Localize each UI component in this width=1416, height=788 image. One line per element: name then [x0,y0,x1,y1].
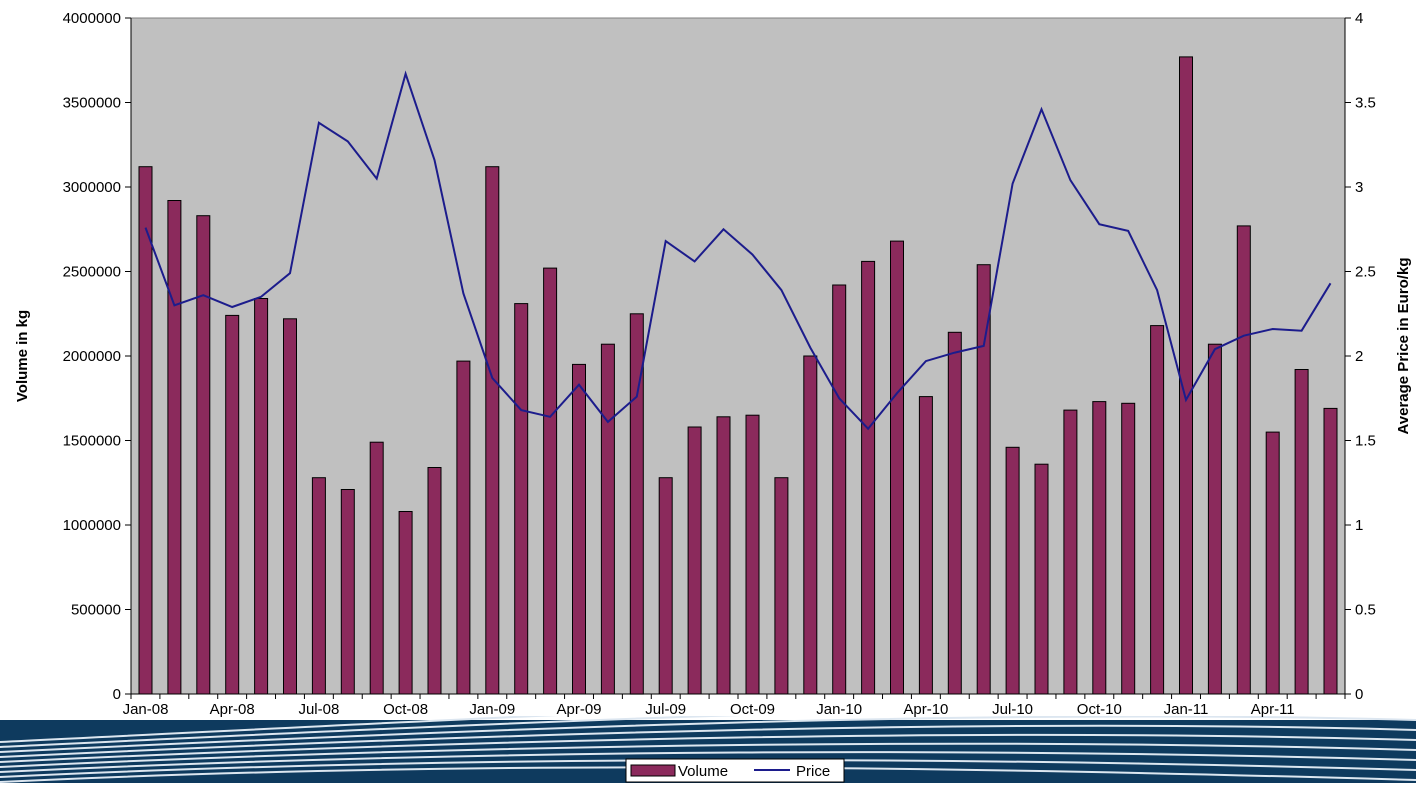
volume-bar-Sep-09 [716,416,731,695]
y2-tick-label: 0 [1355,686,1363,703]
legend-label-volume: Volume [678,763,728,780]
y-tick-label: 500000 [71,602,121,619]
y2-tick-label: 3.5 [1355,95,1376,112]
volume-bar-Feb-10 [861,260,876,695]
y-tick-label: 2000000 [63,348,121,365]
y-tick-label: 3000000 [63,179,121,196]
volume-bar-Sep-10 [1063,409,1078,695]
volume-bar-Jan-09 [485,166,500,695]
y2-tick-label: 4 [1355,10,1363,27]
volume-bar-Nov-09 [774,477,789,695]
x-tick-label: Jul-08 [298,701,339,718]
plot-area [130,17,1346,695]
volume-bar-Mar-09 [543,267,558,695]
x-tick-label: Jul-10 [992,701,1033,718]
y2-tick-label: 1 [1355,517,1363,534]
x-tick-label: Apr-08 [210,701,255,718]
volume-bar-Apr-11 [1265,431,1280,695]
volume-bar-Mar-11 [1236,225,1251,695]
x-tick-label: Jan-11 [1164,701,1209,718]
legend: Volume Price [625,758,845,783]
volume-bar-Apr-08 [225,314,240,695]
volume-bar-Oct-09 [745,414,760,695]
volume-bar-May-10 [947,331,962,695]
y2-tick-label: 0.5 [1355,602,1376,619]
y-tick-label: 0 [113,686,121,703]
y2-tick-label: 1.5 [1355,433,1376,450]
y-tick-label: 4000000 [63,10,121,27]
swoosh-stripe [0,733,1416,763]
x-tick-label: Jan-08 [123,701,169,718]
y-tick-label: 2500000 [63,264,121,281]
y2-tick-label: 2 [1355,348,1363,365]
volume-bar-Jul-10 [1005,446,1020,695]
x-tick-label: Jul-09 [645,701,686,718]
volume-bar-Mar-10 [890,240,904,695]
y-axis-title: Volume in kg [14,310,31,402]
volume-bar-Oct-10 [1092,401,1107,695]
volume-bar-Jun-08 [283,318,297,695]
legend-box [625,758,845,783]
x-tick-label: Apr-11 [1251,701,1295,718]
volume-bar-Aug-09 [687,426,702,695]
volume-bar-Nov-10 [1121,402,1136,695]
x-tick-label: Apr-09 [556,701,601,718]
swoosh-stripe [0,751,1416,773]
volume-bar-Jun-11 [1323,407,1338,695]
y-tick-label: 1000000 [63,517,121,534]
swoosh-stripe [0,742,1416,768]
legend-label-price: Price [796,763,830,780]
swoosh-stripe [0,715,1416,753]
tick-labels: 0 500000 1000000 1500000 2000000 2500000 30000… [63,10,1376,718]
volume-bar-Dec-10 [1150,325,1165,695]
y-tick-label: 3500000 [63,95,121,112]
price-line-layer [144,70,1332,431]
volume-bar-Jan-10 [832,284,847,695]
price-line [144,70,1332,431]
x-tick-label: Oct-08 [383,701,428,718]
y2-axis-title: Average Price in Euro/kg [1395,257,1412,434]
volume-bar-Nov-08 [427,467,442,695]
volume-bar-Sep-08 [369,441,384,695]
volume-bar-Feb-11 [1207,343,1222,695]
y2-tick-label: 3 [1355,179,1363,196]
volume-bar-May-08 [254,298,269,695]
volume-bar-Dec-08 [456,360,471,695]
volume-bar-Feb-09 [514,303,529,695]
x-tick-label: Oct-09 [730,701,775,718]
decorative-swoosh-banner [0,694,1416,783]
volume-bar-Jul-09 [658,477,673,695]
x-tick-label: Oct-10 [1077,701,1122,718]
legend-swatch-volume [630,764,676,777]
volume-bar-Jun-10 [976,264,991,695]
volume-bar-Mar-08 [196,215,211,695]
volume-bar-Aug-08 [340,489,355,695]
volume-bar-Oct-08 [398,511,413,695]
volume-bar-Apr-09 [572,363,586,695]
volume-bar-Jan-08 [138,166,153,695]
volume-bar-Apr-10 [918,396,933,695]
x-tick-label: Apr-10 [903,701,948,718]
volume-bar-May-11 [1294,369,1309,695]
volume-bar-Jan-11 [1179,56,1193,695]
volume-bar-Dec-09 [803,355,818,695]
swoosh-stripe [0,724,1416,758]
x-tick-label: Jan-10 [816,701,862,718]
y-tick-label: 1500000 [63,433,121,450]
volume-bar-Feb-08 [167,200,182,695]
volume-bar-Aug-10 [1034,463,1049,695]
y2-tick-label: 2.5 [1355,264,1376,281]
axes [125,17,1351,699]
x-tick-label: Jan-09 [469,701,515,718]
volume-bar-May-09 [600,343,615,695]
volume-bar-Jul-08 [311,477,326,695]
swoosh-mask [0,694,1416,716]
